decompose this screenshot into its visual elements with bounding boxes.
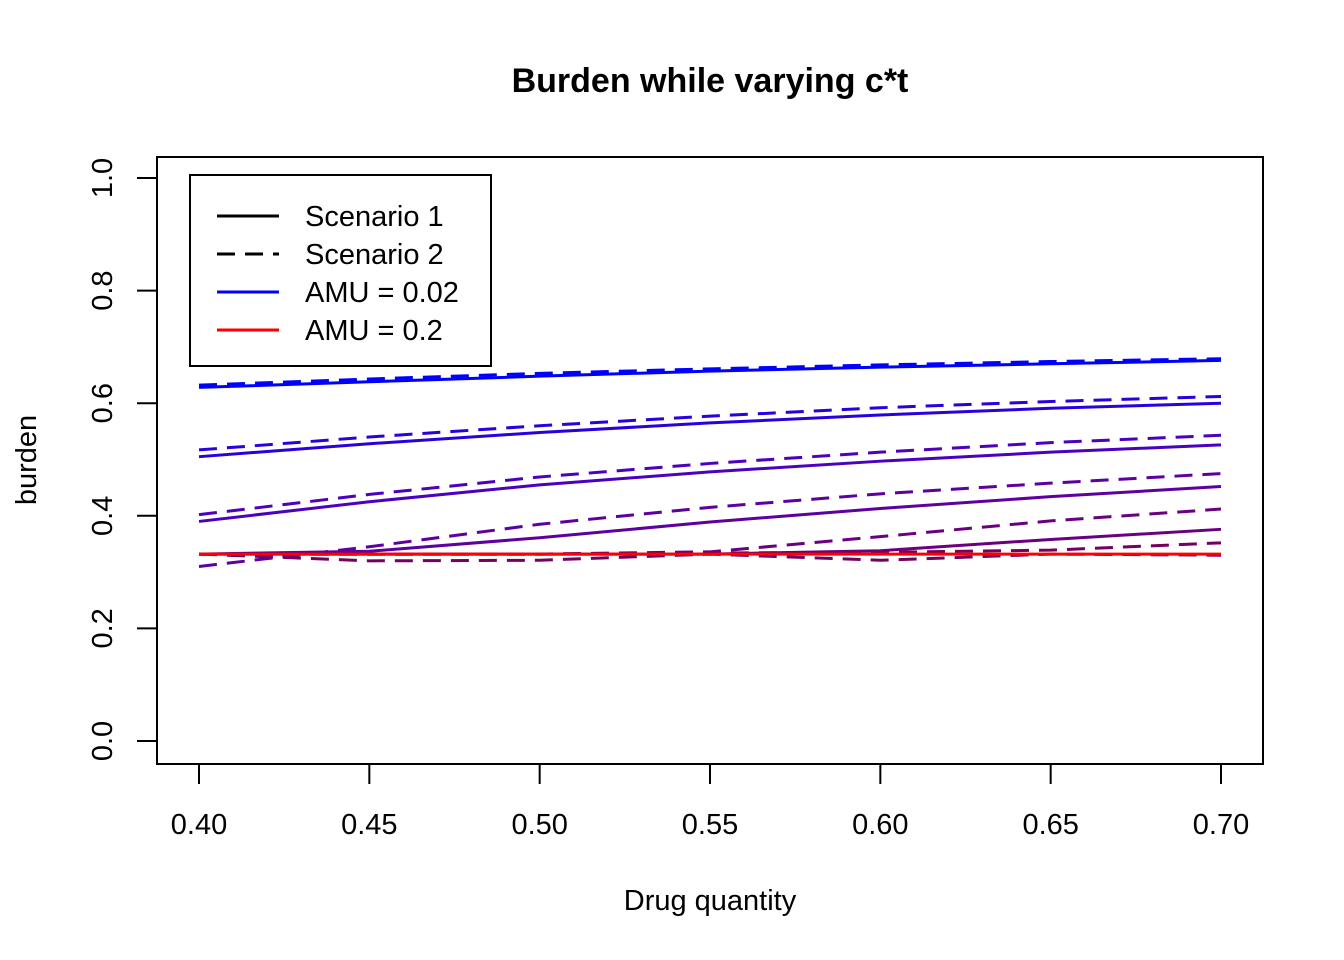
series-line-5 [198,443,1222,523]
y-axis-label: burden [11,415,43,505]
y-tick-label: 1.0 [87,158,119,198]
y-axis: 0.0 0.2 0.4 0.6 0.8 1.0 [87,158,158,761]
legend: Scenario 1 Scenario 2 AMU = 0.02 AMU = 0.2 [189,174,492,367]
x-tick-label: 0.60 [852,809,908,841]
y-tick-label: 0.8 [87,270,119,310]
x-tick-label: 0.70 [1193,809,1249,841]
x-tick-label: 0.45 [341,809,397,841]
y-tick-label: 0.4 [87,496,119,536]
x-tick-label: 0.50 [511,809,567,841]
legend-label: AMU = 0.02 [305,277,459,309]
chart-title: Burden while varying c*t [512,62,909,100]
x-axis-label: Drug quantity [624,885,797,917]
series-line-3 [198,401,1222,459]
legend-label: Scenario 2 [305,239,444,271]
legend-label: Scenario 1 [305,201,444,233]
legend-box [189,174,492,367]
series-line-2 [198,357,1222,387]
y-tick-label: 0.2 [87,608,119,648]
series-layer [198,357,1222,568]
legend-label: AMU = 0.2 [305,315,443,347]
x-tick-label: 0.55 [682,809,738,841]
series-line-4 [198,394,1222,452]
series-line-7 [198,485,1222,556]
x-tick-label: 0.40 [171,809,227,841]
series-line-6 [198,433,1222,517]
y-tick-label: 0.0 [87,721,119,761]
x-axis: 0.40 0.45 0.50 0.55 0.60 0.65 0.70 [171,763,1249,841]
series-line-8 [198,472,1222,568]
x-tick-label: 0.65 [1022,809,1078,841]
series-line-1 [198,358,1222,389]
y-tick-label: 0.6 [87,383,119,423]
